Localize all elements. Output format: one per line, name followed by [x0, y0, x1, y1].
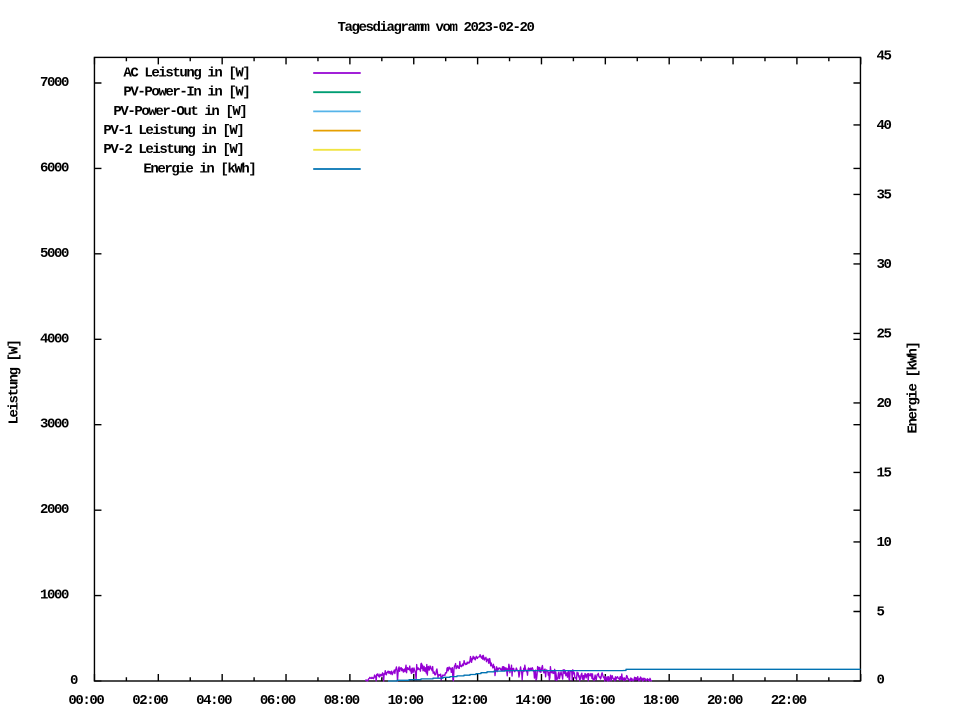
svg-text:04:00: 04:00 [196, 693, 232, 709]
svg-text:16:00: 16:00 [579, 693, 615, 709]
svg-text:06:00: 06:00 [260, 693, 296, 709]
svg-text:20: 20 [877, 396, 892, 412]
svg-text:2000: 2000 [40, 502, 69, 518]
svg-text:12:00: 12:00 [452, 693, 488, 709]
svg-text:PV-Power-Out in [W]: PV-Power-Out in [W] [113, 104, 246, 120]
svg-text:0: 0 [877, 673, 885, 689]
svg-text:AC Leistung in [W]: AC Leistung in [W] [123, 65, 249, 81]
svg-text:1000: 1000 [40, 588, 69, 604]
svg-text:00:00: 00:00 [68, 693, 104, 709]
svg-text:15: 15 [877, 465, 892, 481]
svg-text:22:00: 22:00 [771, 693, 807, 709]
svg-text:4000: 4000 [40, 331, 69, 347]
svg-text:18:00: 18:00 [643, 693, 679, 709]
svg-text:PV-1 Leistung in [W]: PV-1 Leistung in [W] [103, 123, 243, 139]
svg-text:0: 0 [70, 673, 78, 689]
svg-text:20:00: 20:00 [707, 693, 743, 709]
svg-text:45: 45 [877, 48, 892, 64]
svg-text:40: 40 [877, 118, 892, 134]
svg-text:Energie in [kWh]: Energie in [kWh] [143, 161, 255, 177]
svg-text:30: 30 [877, 257, 892, 273]
svg-text:10: 10 [877, 535, 892, 551]
svg-text:PV-Power-In in [W]: PV-Power-In in [W] [123, 85, 249, 101]
svg-text:Leistung [W]: Leistung [W] [7, 340, 23, 424]
svg-text:Energie [kWh]: Energie [kWh] [906, 342, 922, 433]
svg-text:5: 5 [877, 604, 885, 620]
svg-text:10:00: 10:00 [388, 693, 424, 709]
svg-text:08:00: 08:00 [324, 693, 360, 709]
svg-text:25: 25 [877, 326, 892, 342]
svg-text:PV-2 Leistung in [W]: PV-2 Leistung in [W] [103, 142, 243, 158]
svg-text:Tagesdiagramm vom 2023-02-20: Tagesdiagramm vom 2023-02-20 [338, 20, 535, 36]
svg-text:35: 35 [877, 187, 892, 203]
svg-text:02:00: 02:00 [132, 693, 168, 709]
svg-text:6000: 6000 [40, 160, 69, 176]
svg-text:5000: 5000 [40, 246, 69, 262]
svg-text:7000: 7000 [40, 75, 69, 91]
svg-text:3000: 3000 [40, 417, 69, 433]
svg-text:14:00: 14:00 [515, 693, 551, 709]
